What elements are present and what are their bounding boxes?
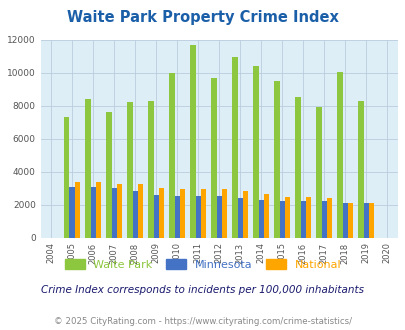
Bar xyxy=(179,189,185,238)
Bar xyxy=(158,188,164,238)
Bar xyxy=(195,195,200,238)
Legend: Waite Park, Minnesota, National: Waite Park, Minnesota, National xyxy=(60,255,345,274)
Bar xyxy=(211,78,216,238)
Bar xyxy=(305,197,310,238)
Bar xyxy=(368,203,373,238)
Bar xyxy=(75,182,80,238)
Bar xyxy=(358,102,363,238)
Bar xyxy=(363,203,368,238)
Bar xyxy=(106,112,111,238)
Bar xyxy=(132,191,137,238)
Bar xyxy=(153,195,158,238)
Bar xyxy=(117,184,122,238)
Bar xyxy=(315,107,321,238)
Bar xyxy=(69,187,75,238)
Bar xyxy=(90,187,96,238)
Bar xyxy=(137,184,143,238)
Bar xyxy=(295,96,300,238)
Bar xyxy=(337,72,342,238)
Bar xyxy=(274,81,279,238)
Bar xyxy=(111,188,117,238)
Text: © 2025 CityRating.com - https://www.cityrating.com/crime-statistics/: © 2025 CityRating.com - https://www.city… xyxy=(54,317,351,326)
Text: Crime Index corresponds to incidents per 100,000 inhabitants: Crime Index corresponds to incidents per… xyxy=(41,285,364,295)
Bar xyxy=(347,203,352,238)
Bar xyxy=(263,194,269,238)
Bar xyxy=(300,201,305,238)
Bar xyxy=(200,189,206,238)
Bar xyxy=(258,200,263,238)
Bar xyxy=(216,195,221,238)
Bar xyxy=(96,182,101,238)
Bar xyxy=(190,45,195,238)
Bar xyxy=(64,117,69,238)
Bar xyxy=(174,195,179,238)
Bar xyxy=(342,203,347,238)
Bar xyxy=(321,201,326,238)
Bar xyxy=(232,57,237,238)
Bar xyxy=(127,102,132,238)
Bar xyxy=(279,201,284,238)
Bar xyxy=(326,198,331,238)
Bar xyxy=(242,191,247,238)
Bar xyxy=(284,196,290,238)
Bar xyxy=(221,189,226,238)
Bar xyxy=(85,99,90,238)
Bar xyxy=(148,101,153,238)
Bar xyxy=(253,66,258,238)
Bar xyxy=(237,198,242,238)
Bar xyxy=(169,73,174,238)
Text: Waite Park Property Crime Index: Waite Park Property Crime Index xyxy=(67,10,338,25)
